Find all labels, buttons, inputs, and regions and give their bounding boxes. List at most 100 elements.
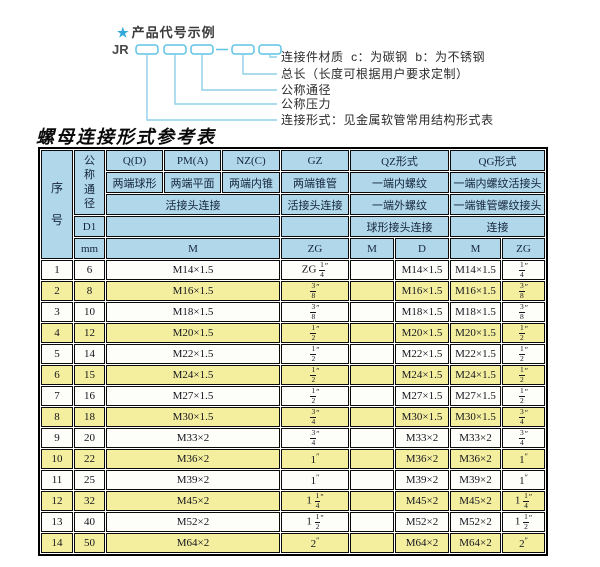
cell-dn: 22 [74, 449, 105, 469]
cell-qz-m [350, 428, 394, 448]
cell-gz-zg: 3 4 ″ [281, 428, 349, 448]
cell-dn: 10 [74, 302, 105, 322]
cell-qz-d: M33×2 [395, 428, 449, 448]
cell-serial: 3 [41, 302, 73, 322]
diagram-label-pressure: 公称压力 [281, 97, 332, 111]
star-icon: ★ [117, 25, 130, 40]
header-thread-zg1: ZG [281, 238, 349, 259]
cell-m: M30×1.5 [106, 407, 280, 427]
cell-qz-m [350, 512, 394, 532]
header-end-qg: 一端内螺纹活接头 [450, 172, 545, 193]
header-joint-spherical: 球形接头连接 [350, 216, 449, 237]
cell-qg-zg: 1 2 ″ [502, 323, 545, 343]
cell-gz-zg: 1 2 ″ [281, 386, 349, 406]
cell-qg-m: M14×1.5 [450, 260, 501, 280]
cell-qz-d: M45×2 [395, 491, 449, 511]
nut-connection-table: 序号 公称通径 Q(D) PM(A) NZ(C) GZ QZ形式 QG形式 两端… [38, 147, 548, 556]
header-d1: D1 [74, 216, 105, 237]
diagram-heading: ★ 产品代号示例 [117, 22, 216, 41]
cell-qg-zg: 3 4 ″ [502, 428, 545, 448]
cell-qg-zg: 3 8 ″ [502, 281, 545, 301]
cell-qz-d: M64×2 [395, 533, 449, 553]
cell-serial: 7 [41, 386, 73, 406]
connector-lines [146, 54, 277, 121]
cell-m: M36×2 [106, 449, 280, 469]
cell-serial: 5 [41, 344, 73, 364]
cell-qz-d: M18×1.5 [395, 302, 449, 322]
header-blank-1 [106, 216, 280, 237]
table-row: 6 15 M24×1.5 1 2 ″ M24×1.5 M24×1.5 1 2 ″ [41, 365, 545, 385]
cell-qz-m [350, 302, 394, 322]
table-row: 11 25 M39×2 1″ M39×2 M39×2 1″ [41, 470, 545, 490]
cell-serial: 11 [41, 470, 73, 490]
code-box [135, 44, 159, 55]
header-row-connection: 活接头连接 活接头连接 一端外螺纹 一端锥管螺纹接头 [41, 194, 545, 215]
cell-dn: 8 [74, 281, 105, 301]
table-header: 序号 公称通径 Q(D) PM(A) NZ(C) GZ QZ形式 QG形式 两端… [41, 150, 545, 259]
cell-serial: 2 [41, 281, 73, 301]
cell-qg-m: M39×2 [450, 470, 501, 490]
cell-gz-zg: ZG 1 4 ″ [281, 260, 349, 280]
cell-qg-zg: 1 2 ″ [502, 344, 545, 364]
table-row: 5 14 M22×1.5 1 2 ″ M22×1.5 M22×1.5 1 2 ″ [41, 344, 545, 364]
cell-qz-d: M30×1.5 [395, 407, 449, 427]
header-blank-2 [281, 216, 349, 237]
header-conn-union-gz: 活接头连接 [281, 194, 349, 215]
table-row: 12 32 M45×2 1 1 4 ″ M45×2 M45×2 1 1 4 ″ [41, 491, 545, 511]
table-row: 7 16 M27×1.5 1 2 ″ M27×1.5 M27×1.5 1 2 ″ [41, 386, 545, 406]
cell-qg-m: M33×2 [450, 428, 501, 448]
header-conn-union: 活接头连接 [106, 194, 280, 215]
cell-m: M24×1.5 [106, 365, 280, 385]
table-row: 1 6 M14×1.5 ZG 1 4 ″ M14×1.5 M14×1.5 1 4 ″ [41, 260, 545, 280]
cell-gz-zg: 1 1 4 ″ [281, 491, 349, 511]
header-thread-m3: M [450, 238, 501, 259]
cell-qg-zg: 1″ [502, 449, 545, 469]
cell-qz-d: M16×1.5 [395, 281, 449, 301]
cell-m: M16×1.5 [106, 281, 280, 301]
cell-qg-m: M18×1.5 [450, 302, 501, 322]
cell-qg-m: M22×1.5 [450, 344, 501, 364]
table-row: 13 40 M52×2 1 1 2 ″ M52×2 M52×2 1 1 2 ″ [41, 512, 545, 532]
cell-serial: 12 [41, 491, 73, 511]
cell-qz-m [350, 449, 394, 469]
cell-qg-zg: 1″ [502, 470, 545, 490]
cell-dn: 6 [74, 260, 105, 280]
header-diameter: 公称通径 [74, 150, 105, 215]
cell-qz-m [350, 260, 394, 280]
header-form-qg: QG形式 [450, 150, 545, 171]
cell-serial: 1 [41, 260, 73, 280]
code-box [231, 44, 255, 55]
code-diagram [135, 44, 282, 121]
header-end-pma: 两端平面 [164, 172, 221, 193]
cell-gz-zg: 1″ [281, 470, 349, 490]
code-prefix: JR [112, 42, 129, 57]
diagram-label-connection: 连接形式：见金属软管常用结构形式表 [281, 113, 494, 127]
header-form-qd: Q(D) [106, 150, 163, 171]
header-thread-zg2: ZG [502, 238, 545, 259]
cell-dn: 14 [74, 344, 105, 364]
cell-m: M39×2 [106, 470, 280, 490]
cell-qz-d: M27×1.5 [395, 386, 449, 406]
header-end-nzc: 两端内锥 [222, 172, 280, 193]
header-thread-m2: M [350, 238, 394, 259]
cell-qz-d: M14×1.5 [395, 260, 449, 280]
cell-gz-zg: 1 1 2 ″ [281, 512, 349, 532]
table-row: 10 22 M36×2 1″ M36×2 M36×2 1″ [41, 449, 545, 469]
cell-serial: 14 [41, 533, 73, 553]
cell-qg-zg: 1 2 ″ [502, 365, 545, 385]
cell-qz-d: M36×2 [395, 449, 449, 469]
cell-gz-zg: 1 2 ″ [281, 323, 349, 343]
table-title: 螺母连接形式参考表 [36, 127, 216, 147]
cell-dn: 40 [74, 512, 105, 532]
cell-dn: 18 [74, 407, 105, 427]
cell-qg-zg: 3 4 ″ [502, 407, 545, 427]
header-form-qz: QZ形式 [350, 150, 449, 171]
header-form-pma: PM(A) [164, 150, 221, 171]
header-row-joint: D1 球形接头连接 连接 [41, 216, 545, 237]
cell-qz-d: M20×1.5 [395, 323, 449, 343]
cell-qg-m: M20×1.5 [450, 323, 501, 343]
cell-qz-m [350, 365, 394, 385]
cell-m: M64×2 [106, 533, 280, 553]
cell-dn: 15 [74, 365, 105, 385]
